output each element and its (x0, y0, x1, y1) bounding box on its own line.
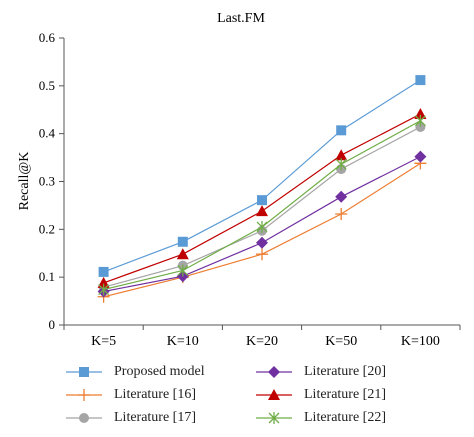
legend-swatch-marker (78, 389, 90, 401)
data-point (414, 150, 427, 163)
data-point (256, 248, 268, 261)
y-tick-label: 0.3 (39, 174, 55, 189)
legend-item: Literature [21] (254, 385, 386, 405)
chart-title: Last.FM (217, 11, 265, 26)
legend-item: Proposed model (64, 362, 205, 382)
legend-swatch (256, 366, 292, 378)
legend-swatch-marker (268, 389, 280, 400)
data-point (176, 248, 189, 260)
data-point (414, 108, 427, 120)
legend-label: Literature [22] (304, 410, 387, 425)
y-axis-label: Recall@K (17, 152, 32, 211)
legend-swatch-marker (268, 412, 280, 424)
data-point (415, 121, 426, 132)
y-tick-label: 0.4 (39, 126, 56, 141)
legend-swatch-marker (268, 366, 280, 378)
legend-swatch (256, 412, 292, 424)
y-tick-label: 0.5 (39, 78, 55, 93)
legend-swatch (66, 367, 102, 377)
data-point (335, 158, 347, 171)
data-point (335, 149, 348, 161)
legend-swatch-marker (79, 367, 89, 377)
legend-swatch-marker (79, 413, 89, 423)
data-point (336, 125, 347, 136)
data-point (97, 276, 110, 288)
x-tick-label: K=10 (167, 334, 199, 349)
series-1 (98, 75, 426, 277)
legend-label: Proposed model (114, 364, 205, 379)
data-point (414, 114, 426, 127)
legend: Proposed model Literature [16] Literature … (64, 362, 424, 434)
data-point (177, 236, 188, 247)
x-tick-label: K=20 (246, 334, 278, 349)
data-point (335, 190, 348, 203)
y-tick-label: 0.1 (39, 269, 55, 284)
legend-swatch (66, 389, 102, 401)
data-point (256, 220, 268, 233)
data-point (177, 264, 189, 277)
x-tick-label: K=50 (325, 334, 357, 349)
legend-item: Literature [20] (254, 362, 386, 382)
legend-swatch (256, 389, 292, 400)
legend-swatch (66, 413, 102, 423)
y-tick-label: 0.6 (39, 30, 56, 45)
legend-label: Literature [21] (304, 387, 387, 402)
legend-label: Literature [16] (114, 387, 197, 402)
x-tick-label: K=100 (401, 334, 440, 349)
data-point (98, 283, 110, 296)
data-point (335, 208, 348, 221)
data-point (98, 266, 109, 277)
chart: Last.FM Recall@K 0 0.1 0.2 0.3 0.4 0.5 0.6 K=5 K… (17, 11, 461, 349)
legend-item: Literature [22] (254, 408, 386, 428)
series-5 (97, 108, 427, 288)
legend-label: Literature [20] (304, 364, 387, 379)
data-point (256, 205, 268, 217)
y-tick-label: 0 (49, 317, 56, 332)
series-layer (97, 75, 427, 303)
data-point (415, 75, 426, 86)
legend-item: Literature [16] (64, 385, 196, 405)
data-point (256, 236, 268, 249)
y-tick-label: 0.2 (39, 221, 55, 236)
legend-item: Literature [17] (64, 408, 196, 428)
data-point (257, 195, 267, 206)
series-6 (98, 114, 426, 296)
axes: 0 0.1 0.2 0.3 0.4 0.5 0.6 K=5 K=10 K=20 K=50 K=100 (39, 30, 461, 349)
x-tick-label: K=5 (91, 334, 116, 349)
legend-label: Literature [17] (114, 410, 197, 425)
